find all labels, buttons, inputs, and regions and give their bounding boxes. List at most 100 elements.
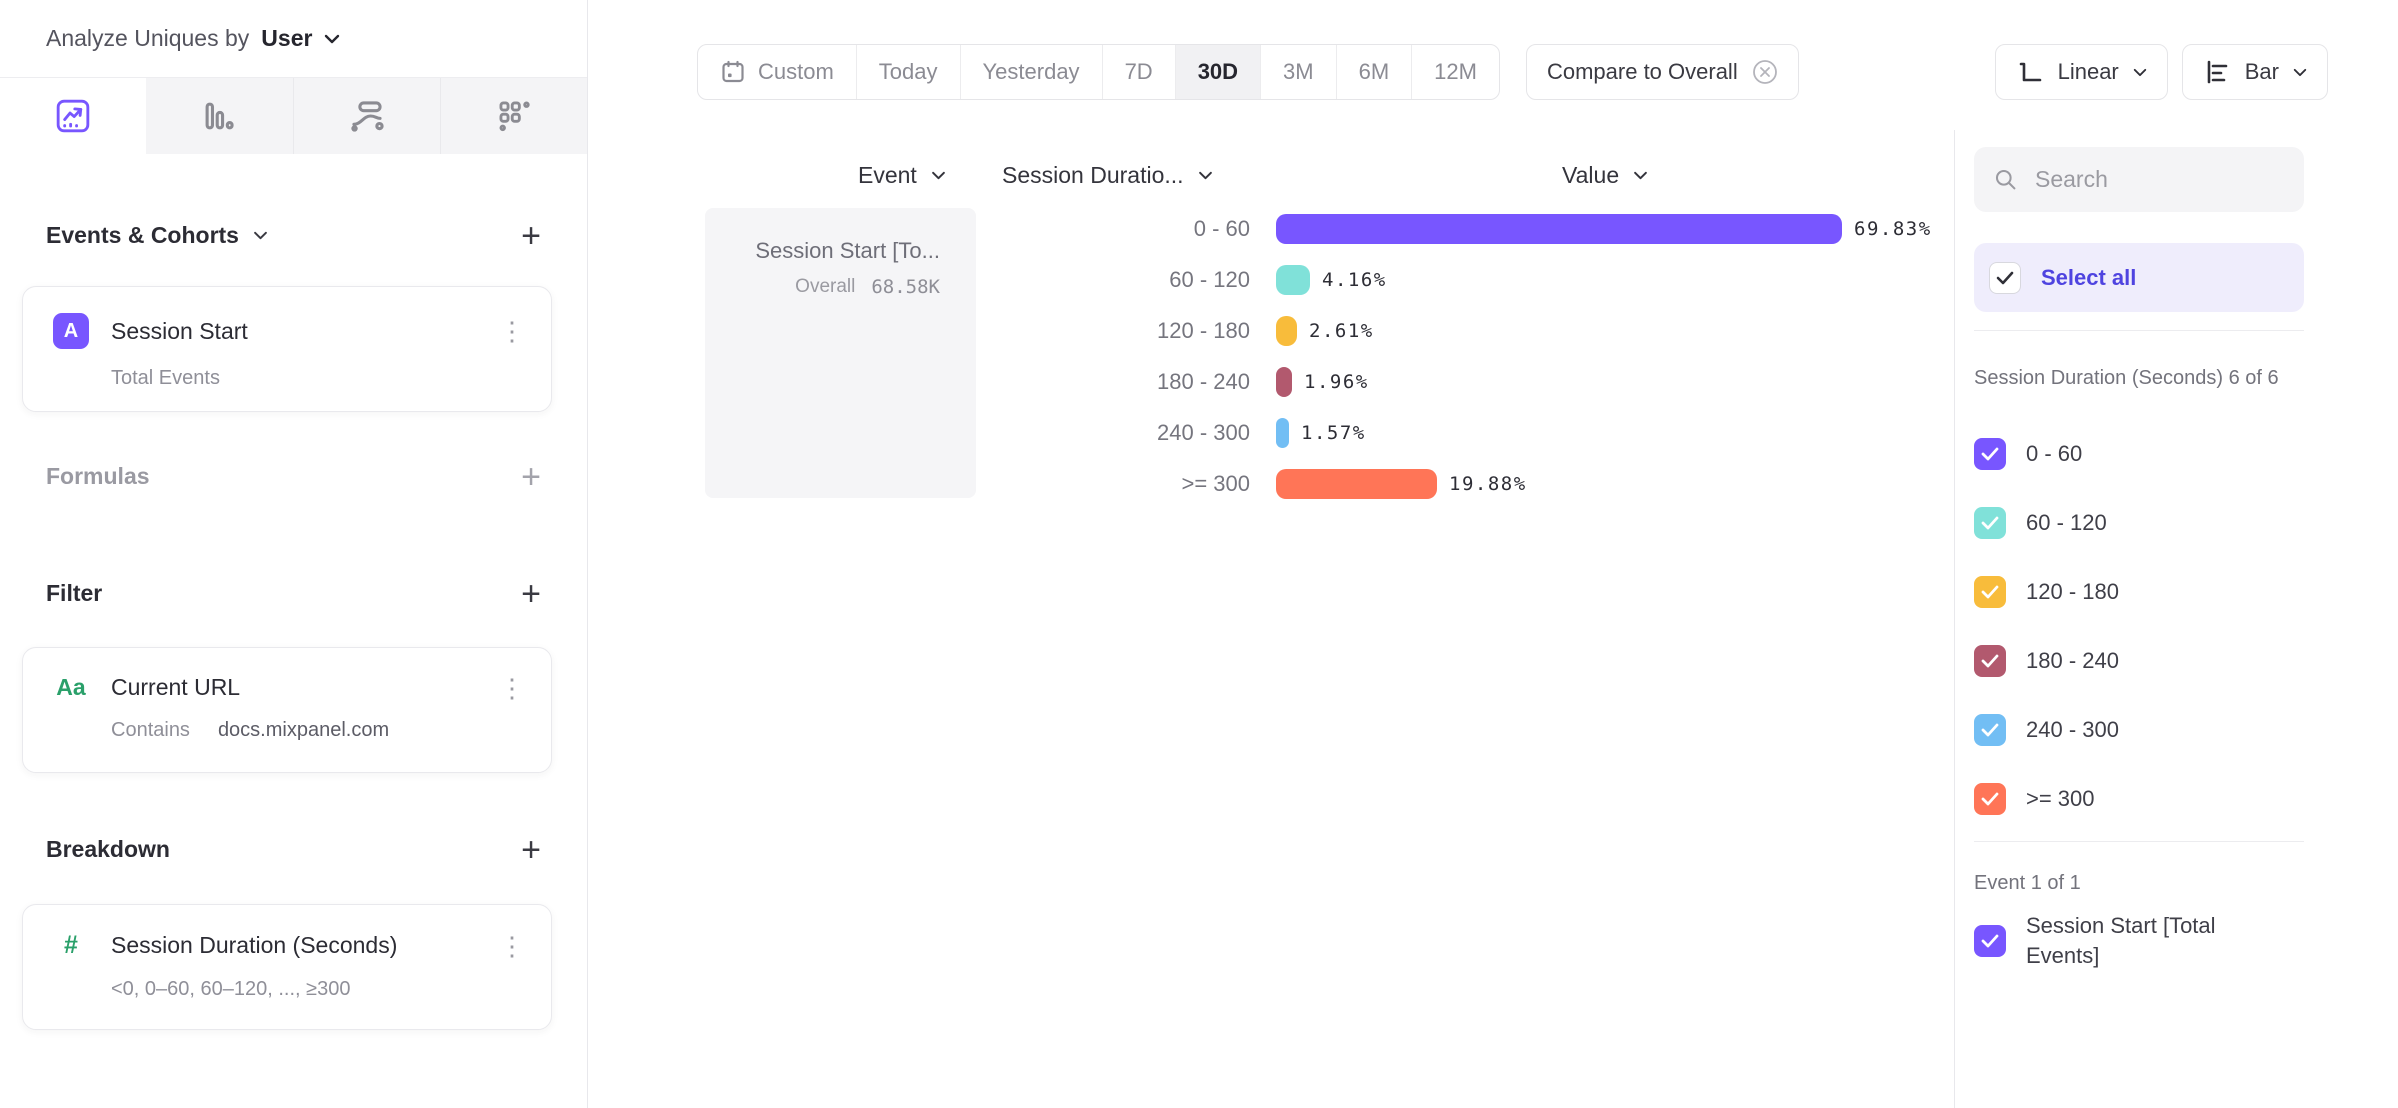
- select-all-row[interactable]: Select all: [1974, 243, 2304, 312]
- breakdown-property-name: Session Duration (Seconds): [111, 932, 398, 958]
- check-icon: [1981, 792, 1999, 805]
- date-toolbar: Custom Today Yesterday 7D 30D 3M 6M 12M Compare…: [697, 44, 1799, 100]
- numeric-property-icon: #: [64, 931, 78, 959]
- event-group-label: Event 1 of 1: [1974, 872, 2081, 894]
- legend-checkbox[interactable]: [1974, 644, 2006, 677]
- date-range-7d[interactable]: 7D: [1101, 45, 1175, 99]
- date-range-yesterday[interactable]: Yesterday: [959, 45, 1102, 99]
- legend-checkbox[interactable]: [1974, 782, 2006, 815]
- event-card-session-start[interactable]: A Session Start ⋮ Total Events: [22, 286, 552, 412]
- check-icon: [1981, 723, 1999, 736]
- chevron-down-icon: [2133, 68, 2146, 76]
- legend-item-breakdown[interactable]: >= 300: [1974, 764, 2398, 833]
- legend-checkbox[interactable]: [1974, 713, 2006, 746]
- filter-title: Filter: [46, 580, 103, 606]
- legend-search-input[interactable]: [2033, 165, 2284, 194]
- bar-row: 120 - 180 2.61%: [980, 305, 1932, 356]
- legend-checkbox[interactable]: [1974, 575, 2006, 608]
- bar-segment[interactable]: [1276, 417, 1289, 448]
- column-header-breakdown[interactable]: Session Duratio...: [1002, 162, 1213, 189]
- filter-section-header: Filter +: [46, 574, 541, 613]
- kebab-menu-icon[interactable]: ⋮: [499, 930, 525, 961]
- date-range-today[interactable]: Today: [855, 45, 960, 99]
- query-builder-sidebar: Analyze Uniques by User: [0, 0, 588, 1108]
- analyze-by-selector[interactable]: User: [261, 25, 340, 52]
- bar-segment[interactable]: [1276, 366, 1292, 397]
- legend-item-breakdown[interactable]: 0 - 60: [1974, 419, 2398, 488]
- bar-value-label: 19.88%: [1449, 472, 1527, 495]
- bar-segment[interactable]: [1276, 264, 1310, 295]
- legend-item-breakdown[interactable]: 240 - 300: [1974, 695, 2398, 764]
- breakdown-card-session-duration[interactable]: # Session Duration (Seconds) ⋮ <0, 0–60,…: [22, 904, 552, 1030]
- legend-checkbox[interactable]: [1974, 925, 2006, 957]
- calendar-icon: [722, 60, 744, 83]
- column-header-event[interactable]: Event: [858, 162, 946, 189]
- bar-segment[interactable]: [1276, 213, 1842, 244]
- add-event-button[interactable]: +: [521, 216, 541, 255]
- overall-value: 68.58K: [871, 276, 940, 298]
- date-range-12m[interactable]: 12M: [1411, 45, 1499, 99]
- breakdown-buckets[interactable]: <0, 0–60, 60–120, ..., ≥300: [111, 978, 351, 1000]
- event-measure[interactable]: Total Events: [111, 367, 220, 389]
- bar-category-label: 240 - 300: [1157, 419, 1250, 445]
- bar-value-label: 1.96%: [1304, 370, 1369, 393]
- compare-to-overall-label: Compare to Overall: [1546, 59, 1738, 84]
- legend-panel: Select all Session Duration (Seconds) 6 …: [1954, 130, 2398, 1108]
- legend-item-label: 0 - 60: [2026, 440, 2083, 466]
- date-range-30d[interactable]: 30D: [1174, 45, 1261, 99]
- chevron-down-icon[interactable]: [253, 231, 268, 240]
- legend-item-label: 60 - 120: [2026, 509, 2107, 535]
- legend-search-box[interactable]: [1974, 147, 2304, 212]
- bar-value-label: 1.57%: [1301, 421, 1366, 444]
- date-range-6m[interactable]: 6M: [1335, 45, 1412, 99]
- date-range-label: 12M: [1434, 59, 1477, 84]
- chevron-down-icon: [1198, 171, 1212, 180]
- bar-segment[interactable]: [1276, 468, 1437, 499]
- analyze-by-value: User: [261, 25, 313, 51]
- column-header-value[interactable]: Value: [1562, 162, 1648, 189]
- flows-icon: [350, 101, 384, 132]
- date-range-custom[interactable]: Custom: [698, 45, 856, 99]
- bar-row: 240 - 300 1.57%: [980, 407, 1932, 458]
- legend-item-event[interactable]: Session Start [Total Events]: [1974, 911, 2398, 971]
- remove-compare-icon[interactable]: [1752, 59, 1778, 85]
- check-icon: [1981, 934, 1999, 948]
- tab-flows[interactable]: [292, 78, 440, 154]
- legend-item-label: 120 - 180: [2026, 578, 2119, 604]
- funnels-bars-icon: [205, 102, 234, 130]
- compare-to-overall-button[interactable]: Compare to Overall: [1525, 44, 1799, 100]
- scale-selector-button[interactable]: Linear: [1994, 44, 2168, 100]
- chevron-down-icon: [1634, 171, 1648, 180]
- legend-item-label: 240 - 300: [2026, 716, 2119, 742]
- chart-controls: Linear Bar: [1994, 44, 2328, 100]
- filter-card-current-url[interactable]: Aa Current URL ⋮ Contains docs.mixpanel.…: [22, 647, 552, 773]
- check-icon: [1981, 585, 1999, 598]
- add-filter-button[interactable]: +: [521, 574, 541, 613]
- kebab-menu-icon[interactable]: ⋮: [499, 316, 525, 346]
- events-cohorts-section-header: Events & Cohorts +: [46, 216, 541, 255]
- date-range-3m[interactable]: 3M: [1260, 45, 1336, 99]
- select-all-checkbox[interactable]: [1989, 261, 2021, 294]
- kebab-menu-icon[interactable]: ⋮: [499, 672, 525, 703]
- legend-checkbox[interactable]: [1974, 437, 2006, 470]
- legend-item-breakdown[interactable]: 180 - 240: [1974, 626, 2398, 695]
- bar-value-label: 4.16%: [1322, 268, 1387, 291]
- filter-value[interactable]: docs.mixpanel.com: [217, 719, 390, 741]
- legend-item-breakdown[interactable]: 120 - 180: [1974, 557, 2398, 626]
- tab-funnels[interactable]: [146, 78, 292, 154]
- bar-segment[interactable]: [1276, 315, 1297, 346]
- filter-operator[interactable]: Contains: [111, 719, 190, 741]
- check-icon: [1981, 447, 1999, 460]
- bar-category-label: 120 - 180: [1157, 317, 1250, 343]
- chart-type-selector-value: Bar: [2244, 59, 2279, 84]
- bar-value-label: 2.61%: [1309, 319, 1374, 342]
- tab-retention[interactable]: [439, 78, 587, 154]
- add-breakdown-button[interactable]: +: [521, 830, 541, 869]
- tab-insights[interactable]: [0, 78, 147, 154]
- event-group-cell[interactable]: Session Start [To... Overall 68.58K: [705, 208, 976, 498]
- chart-type-selector-button[interactable]: Bar: [2181, 44, 2328, 100]
- legend-checkbox[interactable]: [1974, 506, 2006, 539]
- legend-item-breakdown[interactable]: 60 - 120: [1974, 488, 2398, 557]
- column-header-breakdown-label: Session Duratio...: [1002, 162, 1184, 188]
- add-formula-button[interactable]: +: [521, 457, 541, 496]
